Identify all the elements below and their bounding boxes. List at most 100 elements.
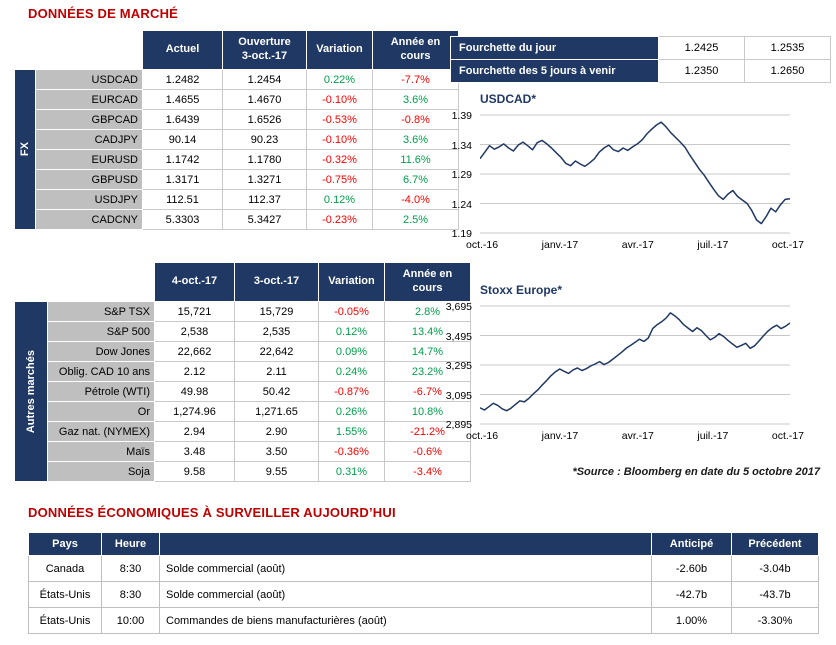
value-open: 5.3427 [222, 209, 307, 230]
stoxx-line-canvas [480, 305, 790, 425]
x-tick-label: oct.-17 [771, 430, 804, 442]
value-ytd: 13.4% [384, 321, 471, 342]
value-variation: 0.22% [306, 69, 373, 90]
stoxx-chart-title: Stoxx Europe* [480, 283, 563, 297]
value-open: 2.11 [234, 361, 319, 382]
value-ytd: 6.7% [372, 169, 459, 190]
row-label: EURUSD [35, 149, 143, 170]
stoxx-y-axis-labels: 3,695 3,495 3,295 3,095 2,895 [436, 301, 476, 431]
column-header: 4-oct.-17 [154, 262, 235, 302]
row-label: Gaz nat. (NYMEX) [47, 421, 155, 442]
x-tick-label: juil.-17 [697, 239, 729, 251]
header-anticipated: Anticipé [651, 532, 732, 556]
usdcad-chart: USDCAD* 1.39 1.34 1.29 1.24 1.19 oct.-16 janv… [436, 92, 816, 251]
value-variation: -0.87% [318, 381, 385, 402]
value-current: 3.48 [154, 441, 235, 462]
value-open: 15,729 [234, 301, 319, 322]
y-tick-label: 2,895 [445, 419, 472, 431]
column-header: 3-oct.-17 [234, 262, 319, 302]
row-label: GBPCAD [35, 109, 143, 130]
x-tick-label: oct.-16 [466, 430, 499, 442]
table-row: USDJPY 112.51 112.37 0.12% -4.0% [15, 189, 459, 210]
column-header: Ouverture 3-oct.-17 [222, 30, 307, 70]
value-open: 1.1780 [222, 149, 307, 170]
value-current: 1.1742 [142, 149, 223, 170]
value-open: 1.4670 [222, 89, 307, 110]
range-label: Fourchette des 5 jours à venir [450, 59, 659, 83]
x-tick-label: juil.-17 [697, 430, 729, 442]
econ-table: Pays Heure Anticipé Précédent Canada 8:30 Sold… [28, 532, 819, 634]
range-high: 1.2650 [744, 59, 831, 83]
value-ytd: 23.2% [384, 361, 471, 382]
range-low: 1.2350 [658, 59, 745, 83]
y-tick-label: 1.19 [451, 228, 472, 240]
range-label: Fourchette du jour [450, 36, 659, 60]
value-current: 1.3171 [142, 169, 223, 190]
value-variation: -0.75% [306, 169, 373, 190]
table-row: GBPUSD 1.3171 1.3271 -0.75% 6.7% [15, 169, 459, 190]
value-variation: -0.05% [318, 301, 385, 322]
value-current: 1.4655 [142, 89, 223, 110]
value-open: 50.42 [234, 381, 319, 402]
row-label: Or [47, 401, 155, 422]
y-tick-label: 3,295 [445, 360, 472, 372]
value-variation: 1.55% [318, 421, 385, 442]
y-tick-label: 3,695 [445, 301, 472, 313]
econ-data-title: DONNÉES ÉCONOMIQUES À SURVEILLER AUJOURD… [28, 505, 396, 520]
value-open: 2,535 [234, 321, 319, 342]
econ-time: 10:00 [101, 607, 160, 634]
table-row: Oblig. CAD 10 ans 2.12 2.11 0.24% 23.2% [15, 361, 471, 382]
econ-country: Canada [28, 555, 102, 582]
table-row: Or 1,274.96 1,271.65 0.26% 10.8% [15, 401, 471, 422]
header-country: Pays [28, 532, 102, 556]
y-tick-label: 3,095 [445, 389, 472, 402]
value-variation: 0.09% [318, 341, 385, 362]
table-corner [15, 263, 155, 302]
value-current: 2,538 [154, 321, 235, 342]
econ-event: Solde commercial (août) [159, 555, 652, 582]
column-header: Année en cours [384, 262, 471, 302]
econ-anticipated: -2.60b [651, 555, 732, 582]
x-tick-label: janv.-17 [541, 430, 579, 442]
table-row: CADCNY 5.3303 5.3427 -0.23% 2.5% [15, 209, 459, 230]
row-label: Dow Jones [47, 341, 155, 362]
value-current: 2.94 [154, 421, 235, 442]
value-variation: 0.12% [318, 321, 385, 342]
y-tick-label: 1.34 [451, 139, 472, 152]
value-open: 112.37 [222, 189, 307, 210]
value-ytd: 2.8% [384, 301, 471, 322]
x-tick-label: oct.-16 [466, 239, 499, 251]
value-open: 1.6526 [222, 109, 307, 130]
table-row: Soja 9.58 9.55 0.31% -3.4% [15, 461, 471, 482]
markets-table: 4-oct.-17 3-oct.-17 Variation Année en cour… [14, 262, 471, 482]
row-label: CADCNY [35, 209, 143, 230]
econ-event: Commandes de biens manufacturières (août… [159, 607, 652, 634]
value-current: 90.14 [142, 129, 223, 150]
stoxx-chart: Stoxx Europe* 3,695 3,495 3,295 3,095 2,895 … [436, 283, 816, 442]
row-label: USDCAD [35, 69, 143, 90]
table-corner [15, 31, 143, 70]
x-tick-label: avr.-17 [621, 430, 654, 442]
table-row: Maïs 3.48 3.50 -0.36% -0.6% [15, 441, 471, 462]
table-row: FX USDCAD 1.2482 1.2454 0.22% -7.7% [14, 69, 459, 230]
value-variation: 0.26% [318, 401, 385, 422]
table-row: Autres marchés S&P TSX 15,721 15,729 -0.05% 2… [14, 301, 471, 482]
usdcad-y-axis-labels: 1.39 1.34 1.29 1.24 1.19 [436, 110, 476, 240]
value-ytd: -4.0% [372, 189, 459, 210]
table-row: EURUSD 1.1742 1.1780 -0.32% 11.6% [15, 149, 459, 170]
range-low: 1.2425 [658, 36, 745, 60]
line-series [480, 312, 790, 412]
table-row: Gaz nat. (NYMEX) 2.94 2.90 1.55% -21.2% [15, 421, 471, 442]
header-spacer [159, 532, 652, 556]
econ-country: États-Unis [28, 581, 102, 608]
row-label: EURCAD [35, 89, 143, 110]
group-label: Autres marchés [14, 301, 48, 482]
econ-event: Solde commercial (août) [159, 581, 652, 608]
value-current: 1,274.96 [154, 401, 235, 422]
value-ytd: -6.7% [384, 381, 471, 402]
y-tick-label: 1.29 [451, 169, 472, 181]
table-row: Pétrole (WTI) 49.98 50.42 -0.87% -6.7% [15, 381, 471, 402]
range-row: Fourchette des 5 jours à venir 1.2350 1.26… [450, 59, 831, 83]
value-open: 1.3271 [222, 169, 307, 190]
value-ytd: -21.2% [384, 421, 471, 442]
